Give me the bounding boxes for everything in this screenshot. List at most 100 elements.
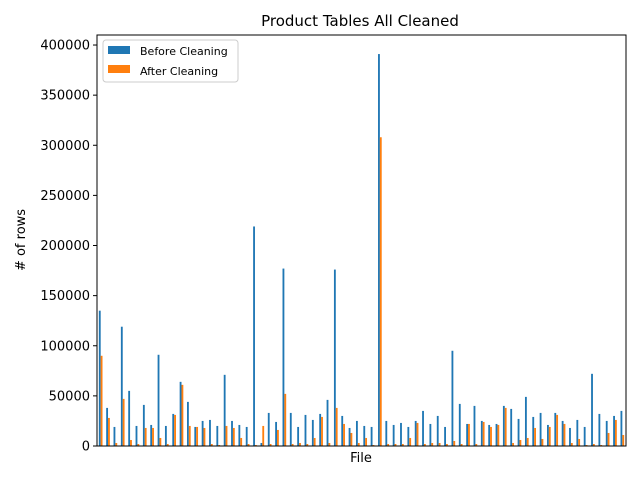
bar-after-cleaning: [152, 427, 154, 446]
bar-after-cleaning: [482, 421, 485, 446]
bar-after-cleaning: [343, 423, 345, 446]
y-tick-label: 400000: [40, 39, 90, 54]
bar-after-cleaning: [445, 444, 448, 446]
bar-after-cleaning: [401, 444, 404, 446]
bar-before-cleaning: [495, 423, 498, 446]
bar-after-cleaning: [306, 444, 309, 446]
bar-before-cleaning: [245, 426, 248, 446]
bar-after-cleaning: [108, 417, 110, 446]
bar-after-cleaning: [468, 423, 470, 446]
bar-after-cleaning: [570, 442, 573, 446]
bar-after-cleaning: [350, 432, 353, 446]
bar-before-cleaning: [605, 420, 608, 446]
bar-before-cleaning: [524, 396, 527, 446]
chart-title: Product Tables All Cleaned: [261, 12, 459, 30]
bar-before-cleaning: [164, 425, 167, 446]
bar-after-cleaning: [247, 444, 250, 446]
bar-before-cleaning: [554, 412, 557, 446]
bar-before-cleaning: [583, 426, 586, 446]
bar-before-cleaning: [120, 326, 123, 446]
legend-swatch-before-cleaning: [108, 46, 130, 54]
bar-after-cleaning: [379, 137, 382, 446]
bar-before-cleaning: [260, 442, 263, 446]
bar-after-cleaning: [313, 437, 316, 446]
bar-before-cleaning: [201, 420, 204, 446]
bar-after-cleaning: [232, 427, 235, 446]
bar-before-cleaning: [135, 425, 138, 446]
y-axis: 0 50000 100000 150000 200000 250000 300000 3500…: [40, 39, 97, 455]
bar-before-cleaning: [238, 424, 241, 446]
bar-before-cleaning: [488, 424, 491, 446]
bar-before-cleaning: [128, 390, 131, 446]
bar-after-cleaning: [563, 423, 566, 446]
bar-before-cleaning: [267, 412, 270, 446]
bar-after-cleaning: [174, 414, 176, 446]
bar-before-cleaning: [613, 415, 615, 446]
bar-after-cleaning: [490, 426, 492, 446]
bar-before-cleaning: [400, 422, 402, 446]
bar-after-cleaning: [196, 426, 199, 446]
bar-before-cleaning: [142, 404, 145, 446]
bar-after-cleaning: [365, 437, 368, 446]
bar-before-cleaning: [561, 420, 564, 446]
bar-after-cleaning: [277, 429, 279, 446]
bar-before-cleaning: [98, 310, 101, 446]
bar-after-cleaning: [144, 427, 147, 446]
bar-after-cleaning: [166, 444, 169, 446]
bar-after-cleaning: [416, 422, 419, 446]
bar-before-cleaning: [392, 424, 395, 446]
bar-before-cleaning: [311, 419, 314, 446]
bar-before-cleaning: [378, 54, 380, 447]
bar-after-cleaning: [592, 444, 595, 446]
bar-after-cleaning: [622, 434, 625, 446]
bars-layer: [98, 54, 625, 447]
bar-before-cleaning: [444, 426, 446, 446]
bar-after-cleaning: [607, 432, 610, 446]
bar-before-cleaning: [436, 415, 439, 446]
y-tick-label: 300000: [40, 139, 90, 154]
bar-after-cleaning: [188, 425, 191, 446]
bar-before-cleaning: [363, 425, 366, 446]
bar-before-cleaning: [326, 399, 329, 446]
bar-before-cleaning: [517, 418, 520, 446]
bar-before-cleaning: [598, 413, 601, 446]
bar-after-cleaning: [115, 442, 118, 446]
bar-after-cleaning: [475, 444, 478, 446]
bar-before-cleaning: [539, 412, 542, 446]
bar-after-cleaning: [504, 407, 507, 446]
bar-after-cleaning: [548, 426, 551, 446]
bar-before-cleaning: [576, 419, 579, 446]
x-axis-title: File: [350, 451, 372, 466]
bar-after-cleaning: [614, 419, 617, 446]
bar-before-cleaning: [113, 426, 116, 446]
bar-before-cleaning: [480, 420, 483, 446]
bar-before-cleaning: [231, 420, 233, 446]
bar-after-cleaning: [438, 442, 441, 446]
y-axis-title: # of rows: [14, 209, 29, 271]
legend-label-after-cleaning: After Cleaning: [140, 65, 218, 78]
legend-box: [102, 39, 239, 83]
bar-before-cleaning: [466, 423, 469, 446]
bar-after-cleaning: [328, 442, 331, 446]
bar-after-cleaning: [122, 398, 125, 446]
bar-before-cleaning: [407, 426, 410, 446]
bar-before-cleaning: [547, 424, 549, 446]
bar-after-cleaning: [159, 437, 162, 446]
bar-before-cleaning: [473, 405, 476, 446]
bar-after-cleaning: [512, 442, 514, 446]
bar-after-cleaning: [519, 439, 522, 446]
bar-before-cleaning: [304, 414, 307, 446]
bar-before-cleaning: [532, 416, 535, 446]
bar-after-cleaning: [541, 438, 544, 446]
bar-before-cleaning: [179, 381, 182, 446]
bar-before-cleaning: [422, 410, 424, 446]
bar-before-cleaning: [591, 373, 593, 446]
bar-after-cleaning: [284, 393, 287, 446]
bar-after-cleaning: [210, 444, 213, 446]
bar-before-cleaning: [569, 427, 571, 446]
bar-before-cleaning: [370, 426, 373, 446]
bar-after-cleaning: [100, 355, 103, 446]
bar-after-cleaning: [291, 444, 294, 446]
